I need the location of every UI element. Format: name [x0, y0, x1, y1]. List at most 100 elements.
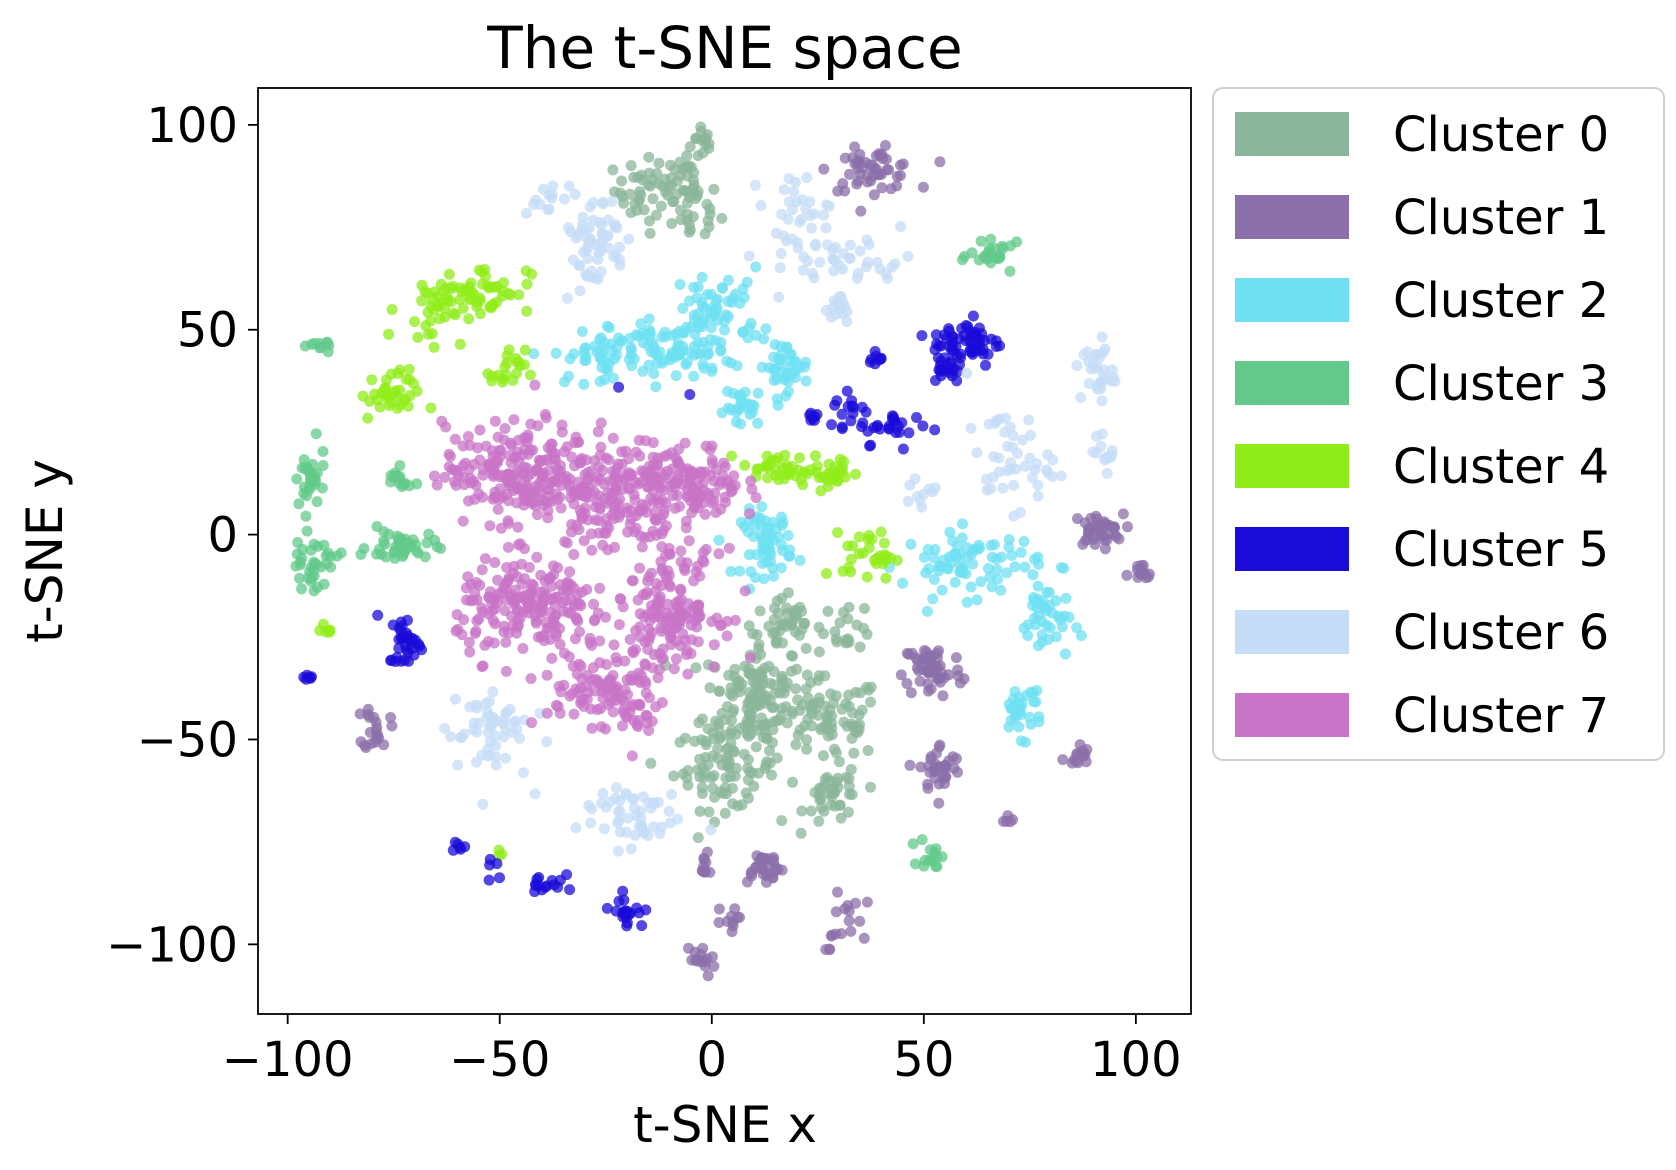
data-point [633, 194, 645, 206]
data-point [845, 763, 857, 775]
data-point [835, 812, 847, 824]
data-point [489, 557, 501, 568]
data-point [557, 605, 569, 617]
data-point [1071, 360, 1083, 371]
data-point [667, 196, 679, 208]
data-point [801, 734, 812, 746]
data-point [688, 281, 700, 293]
data-point [649, 347, 661, 359]
data-point [594, 334, 606, 346]
data-point [624, 518, 636, 530]
data-point [499, 605, 511, 617]
data-point [438, 285, 449, 297]
data-point [650, 529, 662, 541]
data-point [625, 843, 637, 855]
data-point [586, 544, 598, 556]
data-point [551, 493, 563, 505]
data-point [581, 584, 593, 595]
data-point [929, 482, 941, 494]
data-point [565, 593, 576, 605]
data-point [566, 451, 578, 463]
data-point [1041, 586, 1053, 598]
data-point [873, 354, 885, 366]
data-point [947, 362, 959, 374]
data-point [301, 490, 312, 502]
data-point [541, 669, 553, 681]
data-point [771, 393, 783, 405]
data-point [710, 715, 722, 727]
data-point [488, 464, 500, 476]
data-point [952, 664, 964, 676]
data-point [693, 492, 705, 504]
data-point [473, 717, 485, 729]
data-point [755, 200, 767, 211]
data-point [760, 323, 772, 335]
data-point [702, 349, 714, 361]
data-point [316, 482, 328, 494]
data-point [774, 262, 786, 274]
data-point [711, 293, 723, 305]
data-point [805, 407, 817, 419]
data-point [500, 369, 512, 381]
data-point [529, 593, 540, 605]
data-point [574, 259, 586, 271]
data-point [761, 521, 773, 533]
data-point [727, 292, 739, 304]
data-point [476, 564, 488, 576]
data-point [710, 464, 722, 476]
data-point [799, 361, 811, 373]
data-point [769, 687, 781, 699]
series-cluster-0 [607, 121, 877, 844]
data-point [511, 497, 523, 509]
data-point [451, 609, 463, 621]
points-layer [290, 121, 1155, 982]
data-point [975, 576, 987, 588]
data-point [381, 392, 393, 404]
data-point [975, 235, 987, 247]
data-point [546, 652, 558, 664]
data-point [984, 571, 996, 583]
data-point [708, 183, 720, 195]
data-point [909, 473, 921, 485]
data-point [670, 370, 682, 382]
data-point [660, 570, 672, 582]
data-point [335, 547, 347, 559]
data-point [488, 637, 500, 649]
data-point [698, 362, 710, 374]
data-point [871, 256, 883, 268]
data-point [618, 197, 630, 209]
data-point [298, 454, 310, 466]
data-point [650, 701, 662, 713]
data-point [689, 500, 700, 512]
data-point [1090, 349, 1102, 361]
data-point [752, 674, 764, 686]
data-point [750, 261, 762, 273]
legend-label: Cluster 5 [1393, 522, 1609, 578]
legend-swatch [1235, 444, 1349, 488]
y-axis-title: t-SNE y [16, 459, 74, 643]
data-point [595, 238, 607, 250]
data-point [775, 340, 787, 352]
data-point [892, 420, 904, 432]
data-point [780, 235, 792, 247]
data-point [301, 669, 313, 681]
data-point [590, 514, 602, 526]
data-point [706, 454, 718, 466]
data-point [1079, 517, 1091, 529]
series-cluster-3 [290, 233, 1023, 873]
data-point [851, 178, 863, 190]
data-point [727, 690, 739, 702]
data-point [474, 424, 486, 436]
data-point [804, 700, 816, 712]
data-point [817, 628, 829, 640]
data-point [293, 498, 305, 510]
data-point [722, 311, 734, 323]
data-point [749, 572, 761, 583]
data-point [537, 472, 549, 484]
data-point [880, 140, 891, 151]
data-point [489, 491, 500, 503]
data-point [581, 693, 593, 705]
data-point [1032, 580, 1044, 592]
data-point [450, 479, 462, 491]
data-point [652, 672, 664, 684]
